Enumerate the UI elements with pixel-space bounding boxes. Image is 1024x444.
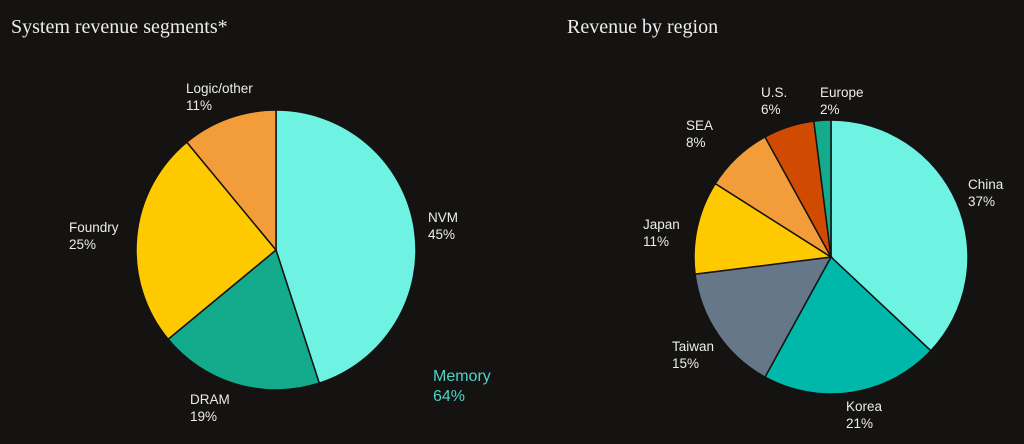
- label-name: U.S.: [761, 85, 788, 100]
- memory-label: Memory: [433, 368, 491, 385]
- label-value: 15%: [672, 356, 700, 371]
- label-name: Logic/other: [186, 81, 253, 96]
- label-value: 11%: [643, 234, 670, 249]
- pie-slice-dram: [167, 248, 321, 391]
- label-name: Europe: [820, 85, 864, 100]
- label-value: 19%: [190, 409, 218, 424]
- label-name: SEA: [686, 118, 714, 133]
- pie-slice-nvm: [275, 109, 417, 385]
- label-china: China 37%: [968, 176, 1003, 210]
- label-value: 21%: [846, 416, 874, 431]
- pie-slice-korea: [763, 255, 932, 395]
- chart-title-revenue-by-region: Revenue by region: [567, 16, 719, 38]
- label-name: Foundry: [69, 220, 119, 235]
- memory-value: 64%: [433, 388, 466, 405]
- label-value: 6%: [761, 102, 781, 117]
- label-korea: Korea 21%: [846, 398, 882, 432]
- label-name: DRAM: [190, 392, 230, 407]
- label-name: NVM: [428, 210, 458, 225]
- chart-title-system-revenue: System revenue segments*: [11, 16, 228, 38]
- memory-annotation: Memory 64%: [433, 367, 491, 407]
- label-value: 11%: [186, 98, 213, 113]
- pie-slice-foundry: [135, 141, 278, 341]
- label-japan: Japan 11%: [643, 216, 680, 250]
- label-name: China: [968, 177, 1004, 192]
- label-taiwan: Taiwan 15%: [672, 338, 714, 372]
- label-value: 8%: [686, 135, 706, 150]
- pie-slice-china: [830, 119, 969, 352]
- pie-slice-japan: [693, 182, 834, 276]
- label-name: Taiwan: [672, 339, 715, 354]
- label-value: 2%: [820, 102, 840, 117]
- label-sea: SEA 8%: [686, 117, 713, 151]
- label-foundry: Foundry 25%: [69, 219, 119, 253]
- label-name: Japan: [643, 217, 680, 232]
- label-dram: DRAM 19%: [190, 391, 230, 425]
- label-value: 25%: [69, 237, 97, 252]
- label-logic-other: Logic/other 11%: [186, 80, 253, 114]
- pie-slice-europe: [812, 119, 832, 258]
- label-name: Korea: [846, 399, 883, 414]
- label-value: 37%: [968, 194, 996, 209]
- pie-system-revenue: [135, 109, 417, 391]
- label-value: 45%: [428, 227, 456, 242]
- pie-slice-logic-other: [185, 109, 277, 253]
- label-europe: Europe 2%: [820, 84, 864, 118]
- label-us: U.S. 6%: [761, 84, 787, 118]
- label-nvm: NVM 45%: [428, 209, 458, 243]
- pie-slice-taiwan: [694, 256, 833, 379]
- pie-revenue-by-region: [693, 119, 969, 395]
